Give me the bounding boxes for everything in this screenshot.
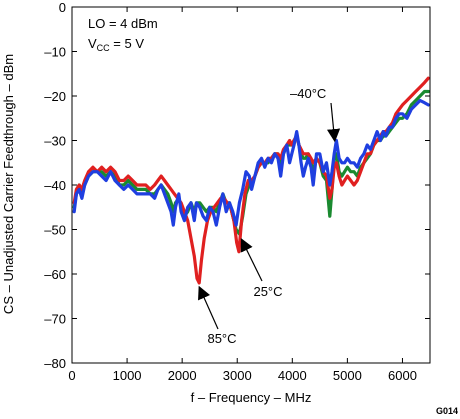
y-tick-label: –20: [44, 89, 66, 104]
y-tick-label: –60: [44, 267, 66, 282]
series-line-minus40c: [72, 98, 430, 227]
annotation-label: 85°C: [207, 331, 236, 346]
ticks-layer: 0 1000 2000 3000 4000 5000 6000 0 –10 –20 –30 –40 –5…: [44, 0, 430, 383]
annotation-arrow: [326, 102, 341, 143]
y-tick-label: –10: [44, 45, 66, 60]
annotation-label: 25°C: [253, 284, 282, 299]
y-axis-title: CS – Unadjusted Carrier Feedthrough – dB…: [1, 54, 16, 314]
condition-vcc-value: = 5 V: [110, 36, 145, 51]
x-tick-label: 4000: [278, 368, 307, 383]
annotation-arrow: [240, 237, 263, 282]
x-tick-label: 2000: [168, 368, 197, 383]
condition-vcc-subscript: CC: [97, 43, 110, 53]
annotation-layer: –40°C 25°C 85°C: [198, 86, 341, 346]
y-tick-label: –70: [44, 312, 66, 327]
y-tick-label: –50: [44, 223, 66, 238]
x-tick-label: 1000: [113, 368, 142, 383]
figure-id: G014: [436, 406, 458, 416]
x-tick-label: 6000: [388, 368, 417, 383]
condition-lo-label: LO = 4 dBm: [88, 16, 158, 31]
y-tick-label: –30: [44, 134, 66, 149]
y-tick-label: 0: [59, 0, 66, 15]
y-tick-label: –80: [44, 356, 66, 371]
y-tick-label: –40: [44, 178, 66, 193]
x-axis-title: f – Frequency – MHz: [191, 390, 312, 405]
x-tick-label: 5000: [333, 368, 362, 383]
x-tick-label: 3000: [223, 368, 252, 383]
annotation-label: –40°C: [290, 86, 326, 101]
series-line-25c: [72, 89, 430, 236]
condition-vcc-label: VCC = 5 V: [88, 36, 144, 53]
x-tick-label: 0: [68, 368, 75, 383]
annotation-arrow: [198, 285, 219, 330]
series-layer: [72, 76, 430, 285]
condition-vcc-main: V: [88, 36, 97, 51]
